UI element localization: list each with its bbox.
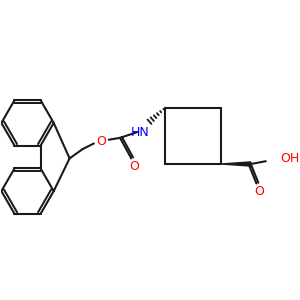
Polygon shape (221, 162, 251, 166)
Text: O: O (129, 160, 139, 173)
Text: OH: OH (280, 152, 299, 165)
Text: HN: HN (131, 126, 150, 139)
Text: O: O (254, 184, 264, 198)
Text: O: O (96, 135, 106, 148)
